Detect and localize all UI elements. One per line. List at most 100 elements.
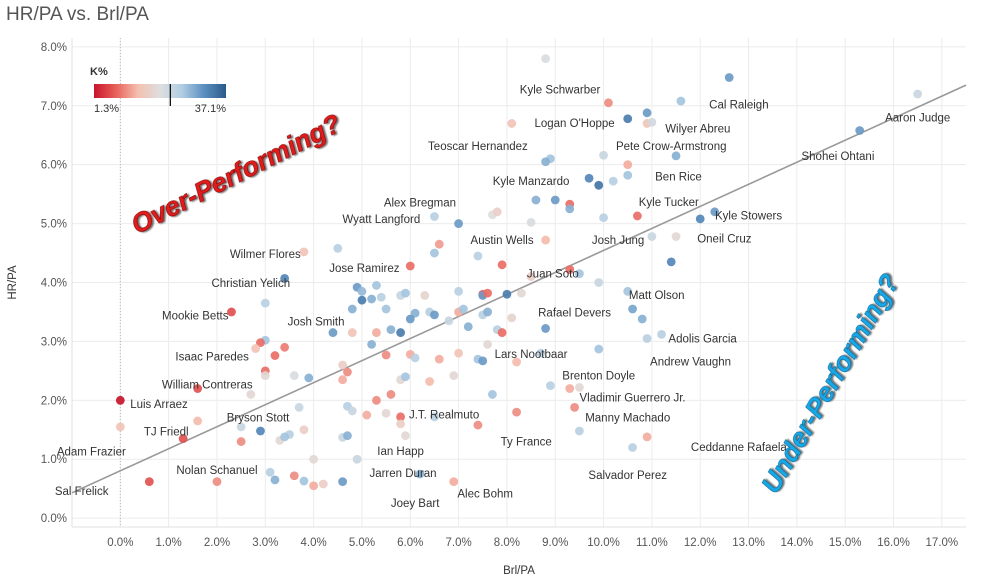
data-point bbox=[386, 325, 396, 335]
data-point bbox=[512, 357, 521, 367]
x-tick-label: 12.0% bbox=[684, 537, 717, 549]
data-point bbox=[401, 288, 410, 298]
point-label: Ceddanne Rafaela bbox=[691, 442, 788, 454]
data-point bbox=[502, 289, 512, 299]
data-point bbox=[343, 431, 352, 441]
x-tick-label: 14.0% bbox=[781, 537, 814, 549]
point-label: Josh Smith bbox=[288, 316, 345, 328]
point-label: Isaac Paredes bbox=[175, 352, 249, 364]
x-tick-label: 2.0% bbox=[204, 537, 230, 549]
x-tick-label: 9.0% bbox=[542, 537, 568, 549]
point-label: Mookie Betts bbox=[162, 310, 229, 322]
point-label: William Contreras bbox=[162, 379, 253, 391]
x-tick-label: 6.0% bbox=[397, 537, 423, 549]
point-label: Oneil Cruz bbox=[697, 233, 752, 245]
data-point bbox=[410, 353, 420, 363]
data-point bbox=[270, 475, 280, 485]
data-point bbox=[251, 344, 261, 353]
data-point bbox=[212, 477, 222, 487]
data-point bbox=[541, 324, 550, 333]
point-label: Ty France bbox=[501, 437, 552, 449]
data-point bbox=[260, 298, 270, 308]
data-point bbox=[280, 432, 290, 442]
data-point bbox=[178, 434, 188, 444]
data-point bbox=[541, 157, 550, 167]
point-label: Andrew Vaughn bbox=[650, 356, 731, 368]
data-point bbox=[420, 291, 430, 300]
y-tick-label: 5.0% bbox=[41, 219, 67, 231]
data-point bbox=[473, 251, 483, 261]
point-label: Aaron Judge bbox=[885, 113, 950, 125]
data-point bbox=[260, 371, 270, 380]
data-point bbox=[657, 329, 666, 339]
x-tick-label: 1.0% bbox=[156, 537, 182, 549]
point-label: Shohei Ohtani bbox=[801, 151, 874, 163]
data-point bbox=[338, 477, 348, 487]
data-point bbox=[541, 235, 550, 245]
data-point bbox=[541, 54, 550, 64]
data-point bbox=[376, 292, 386, 302]
data-point bbox=[193, 384, 203, 393]
data-point bbox=[333, 243, 343, 253]
point-label: Brenton Doyle bbox=[562, 371, 635, 383]
data-point bbox=[623, 286, 633, 296]
data-point bbox=[444, 316, 454, 326]
legend-title: K% bbox=[90, 66, 108, 78]
y-tick-label: 1.0% bbox=[41, 454, 67, 466]
data-point bbox=[430, 412, 439, 422]
legend-color-bar bbox=[94, 84, 226, 98]
point-label: Lars Nootbaar bbox=[495, 349, 568, 361]
data-point bbox=[575, 269, 584, 279]
data-point bbox=[144, 477, 154, 487]
data-point bbox=[536, 348, 546, 358]
point-label: Kyle Stowers bbox=[715, 210, 782, 222]
data-point bbox=[478, 356, 488, 366]
data-point bbox=[280, 273, 290, 283]
y-tick-label: 4.0% bbox=[41, 278, 67, 290]
point-label: Jarren Duran bbox=[369, 468, 436, 480]
data-point bbox=[454, 286, 463, 296]
data-point bbox=[338, 360, 348, 370]
data-point bbox=[309, 481, 319, 491]
data-point bbox=[594, 180, 604, 190]
trend-line-path bbox=[71, 84, 967, 494]
data-point bbox=[594, 278, 604, 287]
data-point bbox=[357, 286, 367, 296]
data-point bbox=[671, 151, 681, 161]
data-point bbox=[396, 328, 406, 337]
data-point bbox=[256, 338, 265, 347]
x-tick-label: 3.0% bbox=[252, 537, 278, 549]
point-label: J.T. Realmuto bbox=[409, 409, 479, 421]
point-label: Cal Raleigh bbox=[709, 100, 768, 112]
data-point bbox=[381, 408, 391, 418]
data-point bbox=[381, 350, 391, 360]
data-point bbox=[483, 288, 492, 298]
point-label: Joey Bart bbox=[391, 498, 440, 510]
data-point bbox=[115, 395, 125, 405]
data-point bbox=[236, 422, 246, 432]
data-point bbox=[632, 211, 642, 221]
data-point bbox=[531, 195, 541, 205]
data-point bbox=[454, 348, 463, 358]
data-point bbox=[507, 119, 517, 128]
y-axis-title: HR/PA bbox=[7, 265, 19, 300]
data-point bbox=[434, 239, 444, 249]
data-point bbox=[401, 372, 410, 382]
data-point bbox=[855, 126, 865, 135]
data-point bbox=[463, 322, 473, 332]
data-point bbox=[526, 218, 536, 227]
data-point bbox=[347, 328, 357, 337]
data-point bbox=[497, 328, 507, 337]
annotation-under-performing: Under-Performing? bbox=[755, 269, 905, 498]
data-point bbox=[367, 294, 377, 304]
data-point bbox=[396, 419, 406, 429]
data-point bbox=[343, 367, 352, 377]
data-point bbox=[347, 304, 357, 314]
point-label: Alex Bregman bbox=[384, 197, 456, 209]
data-point bbox=[328, 328, 338, 337]
data-point bbox=[459, 304, 468, 314]
data-point bbox=[299, 247, 309, 257]
x-tick-label: 10.0% bbox=[587, 537, 620, 549]
data-point bbox=[372, 395, 381, 405]
